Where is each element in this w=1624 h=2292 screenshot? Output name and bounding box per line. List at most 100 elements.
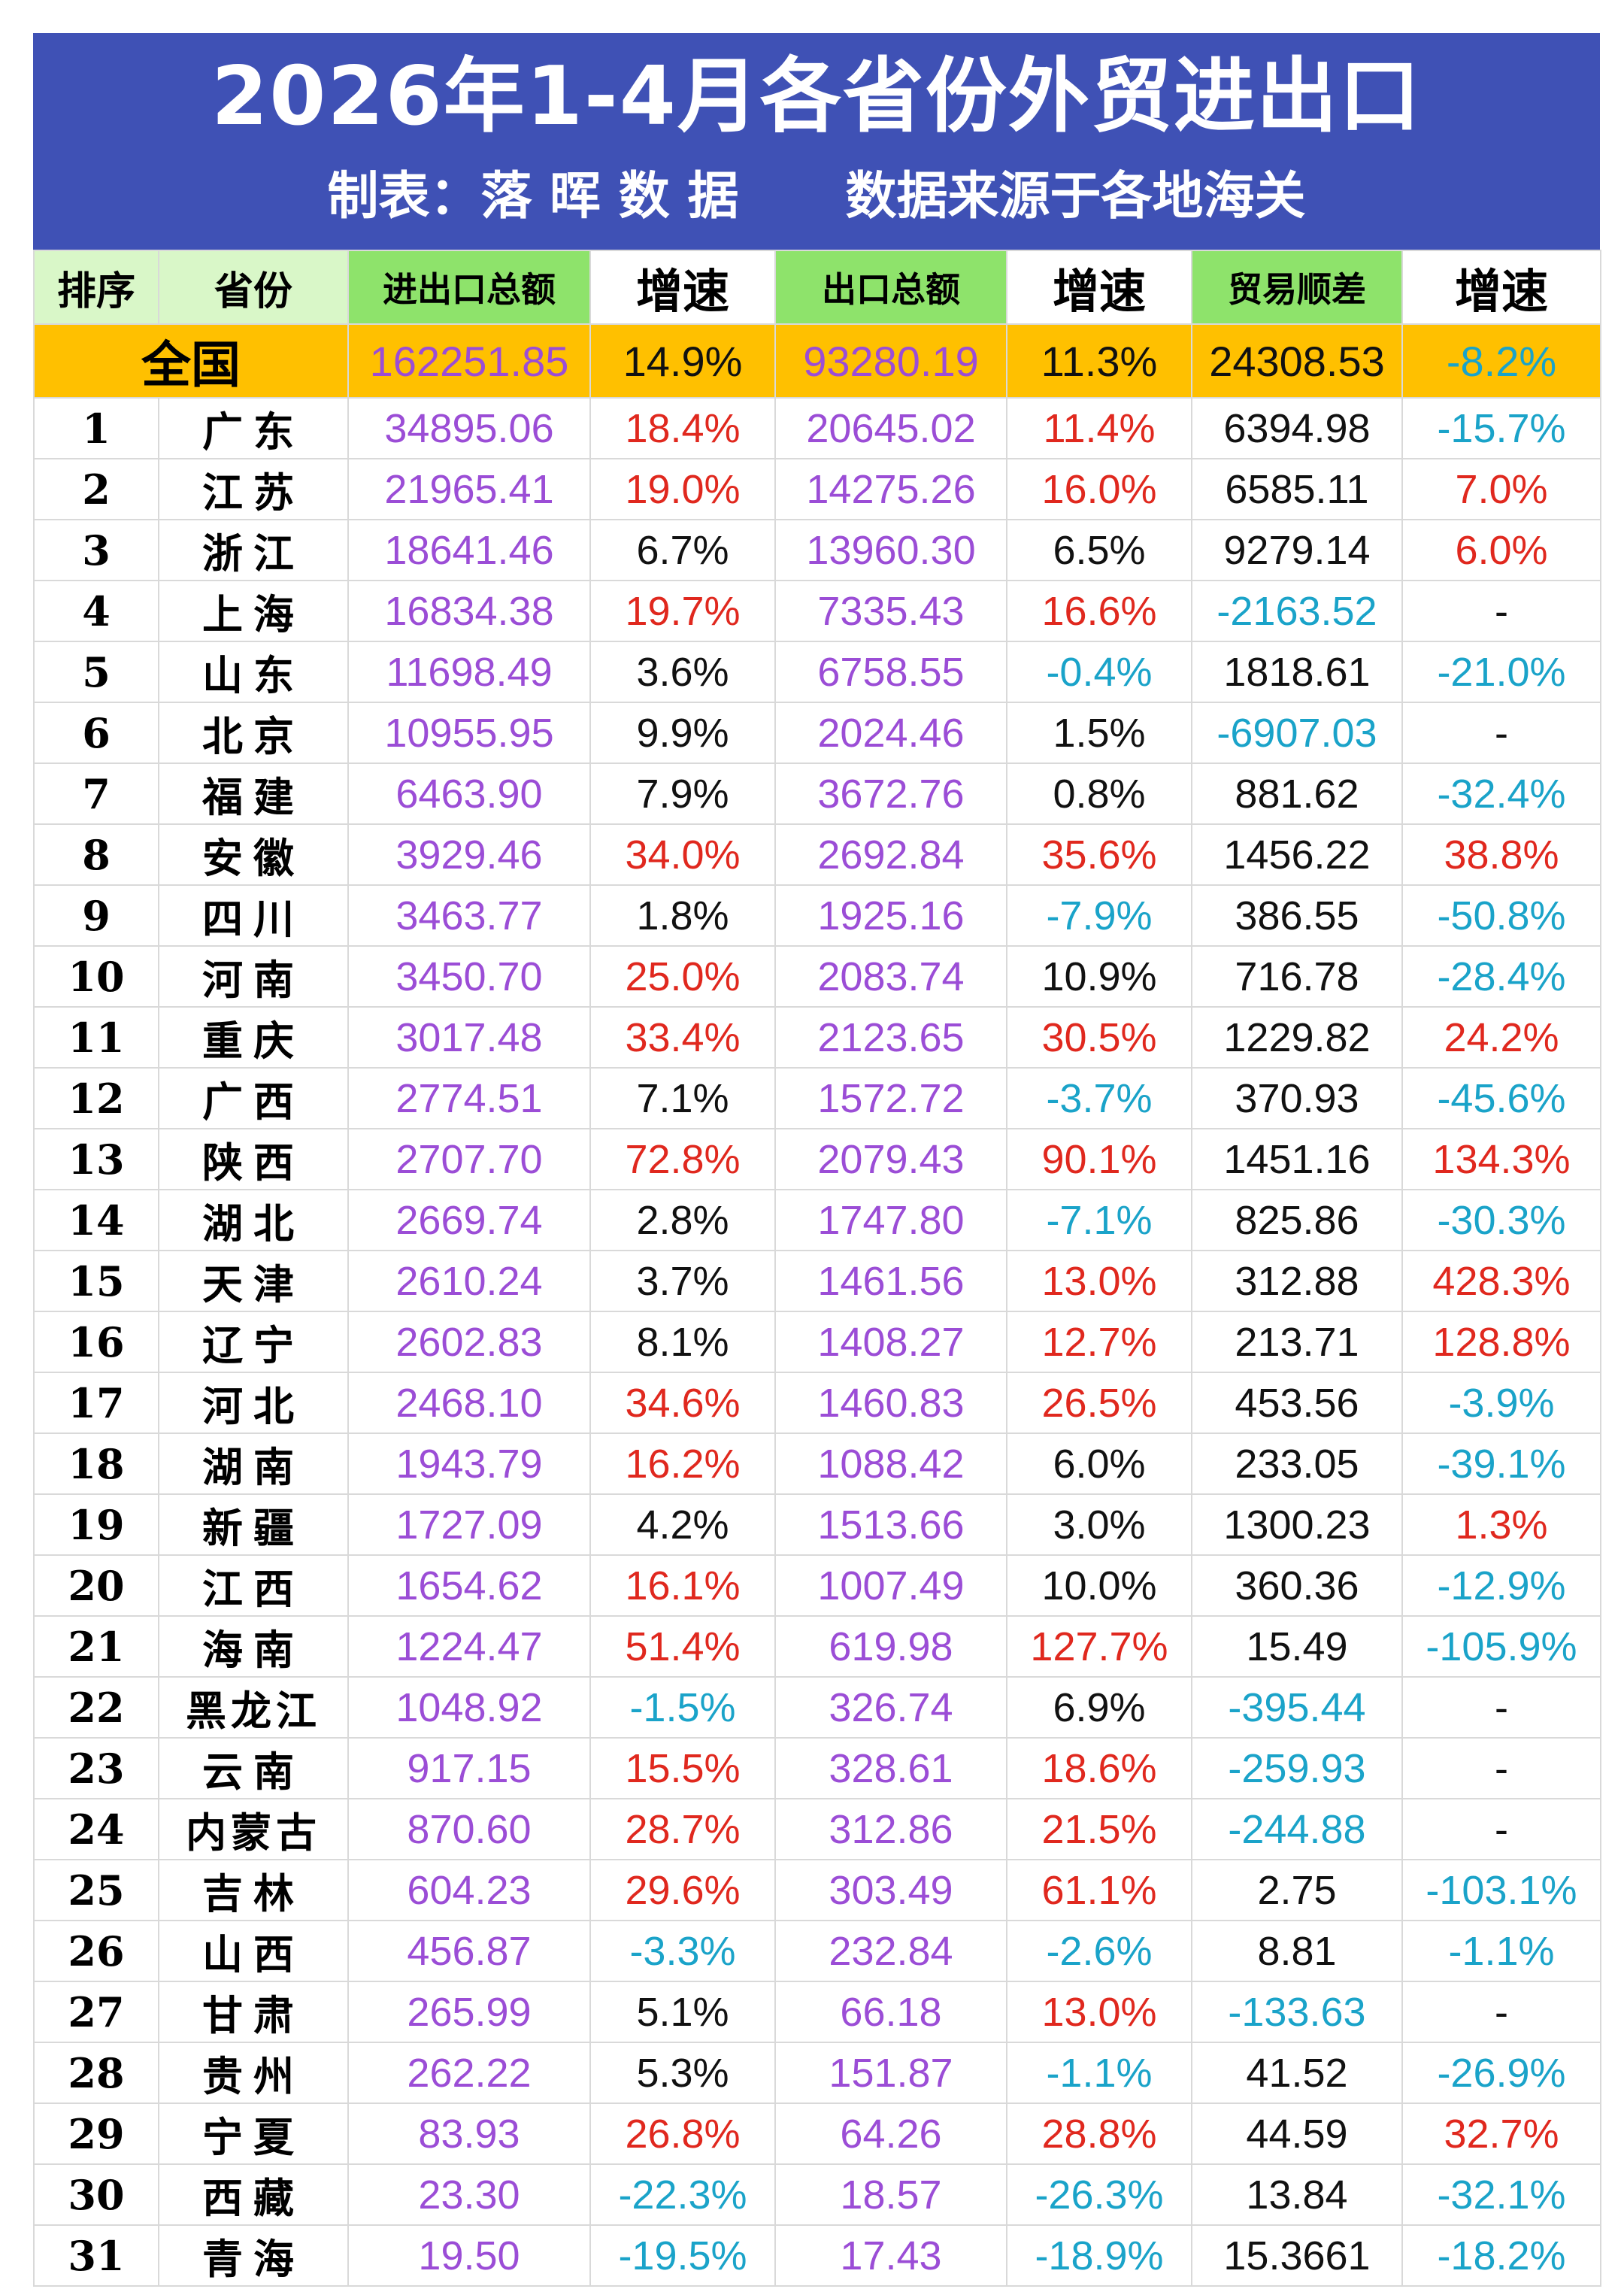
total-cell: 16834.38: [347, 580, 591, 642]
table-row: 9 四川 3463.77 1.8% 1925.16 -7.9% 386.55 -50.8%: [33, 884, 1601, 947]
province-cell: 西藏: [158, 2163, 349, 2226]
province-cell: 江苏: [158, 458, 349, 520]
province-cell: 云南: [158, 1737, 349, 1799]
growth-balance-cell: -: [1401, 702, 1601, 764]
growth-total-cell: 16.2%: [589, 1432, 776, 1495]
total-cell: 2707.70: [347, 1128, 591, 1190]
growth-total-cell: 29.6%: [589, 1859, 776, 1921]
table-row: 4 上海 16834.38 19.7% 7335.43 16.6% -2163.52-: [33, 580, 1601, 642]
rank-cell: 29: [33, 2103, 159, 2165]
growth-export-cell: 127.7%: [1006, 1615, 1192, 1678]
growth-export-cell: 26.5%: [1006, 1372, 1192, 1434]
balance-cell: 213.71: [1191, 1311, 1403, 1373]
growth-total-cell: 51.4%: [589, 1615, 776, 1678]
growth-export-cell: 30.5%: [1006, 1006, 1192, 1069]
growth-export-cell: 0.8%: [1006, 762, 1192, 825]
export-cell: 20645.02: [774, 397, 1007, 459]
export-cell: 1747.80: [774, 1189, 1007, 1251]
province-cell: 海南: [158, 1615, 349, 1678]
province-cell: 山东: [158, 641, 349, 703]
growth-balance-cell: -105.9%: [1401, 1615, 1601, 1678]
table-row: 3 浙江 18641.46 6.7% 13960.30 6.5% 9279.14 6.0%: [33, 519, 1601, 581]
balance-cell: 1456.22: [1191, 823, 1403, 886]
rank-cell: 8: [33, 823, 159, 886]
growth-total-cell: 19.0%: [589, 458, 776, 520]
growth-total-cell: 15.5%: [589, 1737, 776, 1799]
table-row: 26 山西 456.87 -3.3% 232.84 -2.6% 8.81 -1.1%: [33, 1920, 1601, 1982]
growth-export-cell: -7.9%: [1006, 884, 1192, 947]
total-cell: 3017.48: [347, 1006, 591, 1069]
table-row: 21 海南 1224.47 51.4% 619.98 127.7% 15.49 -105.9%: [33, 1615, 1601, 1678]
province-cell: 湖北: [158, 1189, 349, 1251]
growth-balance-cell: 24.2%: [1401, 1006, 1601, 1069]
table-row: 27 甘肃 265.99 5.1% 66.18 13.0% -133.63-: [33, 1981, 1601, 2043]
growth-total-cell: 33.4%: [589, 1006, 776, 1069]
province-cell: 安徽: [158, 823, 349, 886]
growth-balance-cell: -45.6%: [1401, 1067, 1601, 1129]
table-row: 25 吉林 604.23 29.6% 303.49 61.1% 2.75 -103.1%: [33, 1859, 1601, 1921]
growth-export-cell: -2.6%: [1006, 1920, 1192, 1982]
table-row: 7 福建 6463.90 7.9% 3672.76 0.8% 881.62 -32.4%: [33, 762, 1601, 825]
table-header-row: 排序 省份 进出口总额 增速 出口总额 增速 贸易顺差 增速: [33, 250, 1601, 325]
table-row: 28 贵州 262.22 5.3% 151.87 -1.1% 41.52 -26.9%: [33, 2042, 1601, 2104]
report-sheet: 2026年1-4月各省份外贸进出口 制表：落 晖 数 据 数据来源于各地海关 排…: [33, 33, 1601, 2287]
province-cell: 四川: [158, 884, 349, 947]
rank-cell: 11: [33, 1006, 159, 1069]
balance-cell: 881.62: [1191, 762, 1403, 825]
export-cell: 6758.55: [774, 641, 1007, 703]
rank-cell: 22: [33, 1676, 159, 1739]
export-cell: 312.86: [774, 1798, 1007, 1860]
export-cell: 151.87: [774, 2042, 1007, 2104]
export-cell: 232.84: [774, 1920, 1007, 1982]
growth-export-cell: -18.9%: [1006, 2224, 1192, 2287]
balance-cell: 825.86: [1191, 1189, 1403, 1251]
growth-export-cell: 13.0%: [1006, 1250, 1192, 1312]
growth-balance-cell: -30.3%: [1401, 1189, 1601, 1251]
table-row: 20 江西 1654.62 16.1% 1007.49 10.0% 360.36 -12.9%: [33, 1554, 1601, 1617]
growth-balance-cell: -32.4%: [1401, 762, 1601, 825]
growth-balance-cell: -15.7%: [1401, 397, 1601, 459]
table-row: 22 黑龙江 1048.92 -1.5% 326.74 6.9% -395.44-: [33, 1676, 1601, 1739]
national-row: 全国 162251.85 14.9% 93280.19 11.3% 24308.…: [33, 323, 1601, 399]
growth-export-cell: 6.9%: [1006, 1676, 1192, 1739]
balance-cell: -6907.03: [1191, 702, 1403, 764]
growth-balance-cell: -39.1%: [1401, 1432, 1601, 1495]
growth-export-cell: 13.0%: [1006, 1981, 1192, 2043]
total-cell: 604.23: [347, 1859, 591, 1921]
balance-cell: -2163.52: [1191, 580, 1403, 642]
total-cell: 18641.46: [347, 519, 591, 581]
table-row: 24 内蒙古 870.60 28.7% 312.86 21.5% -244.88-: [33, 1798, 1601, 1860]
export-cell: 66.18: [774, 1981, 1007, 2043]
growth-balance-cell: 6.0%: [1401, 519, 1601, 581]
province-cell: 河北: [158, 1372, 349, 1434]
export-cell: 2123.65: [774, 1006, 1007, 1069]
growth-total-cell: 4.2%: [589, 1493, 776, 1556]
growth-export-cell: -0.4%: [1006, 641, 1192, 703]
balance-cell: 6394.98: [1191, 397, 1403, 459]
balance-cell: 15.3661: [1191, 2224, 1403, 2287]
growth-export-cell: 3.0%: [1006, 1493, 1192, 1556]
balance-cell: -133.63: [1191, 1981, 1403, 2043]
total-cell: 34895.06: [347, 397, 591, 459]
table-row: 1 广东 34895.06 18.4% 20645.02 11.4% 6394.98 -15.…: [33, 397, 1601, 459]
header-rank: 排序: [33, 250, 159, 325]
growth-balance-cell: -: [1401, 580, 1601, 642]
growth-total-cell: 16.1%: [589, 1554, 776, 1617]
growth-balance-cell: -: [1401, 1737, 1601, 1799]
growth-balance-cell: -: [1401, 1676, 1601, 1739]
total-cell: 3929.46: [347, 823, 591, 886]
table-row: 19 新疆 1727.09 4.2% 1513.66 3.0% 1300.23 1.3%: [33, 1493, 1601, 1556]
export-cell: 328.61: [774, 1737, 1007, 1799]
growth-export-cell: -7.1%: [1006, 1189, 1192, 1251]
table-row: 30 西藏 23.30 -22.3% 18.57 -26.3% 13.84 -32.1%: [33, 2163, 1601, 2226]
growth-total-cell: 3.7%: [589, 1250, 776, 1312]
rank-cell: 21: [33, 1615, 159, 1678]
balance-cell: -259.93: [1191, 1737, 1403, 1799]
balance-cell: 6585.11: [1191, 458, 1403, 520]
national-name: 全国: [33, 323, 349, 399]
growth-total-cell: 26.8%: [589, 2103, 776, 2165]
header-growth-export: 增速: [1006, 250, 1192, 325]
growth-balance-cell: 7.0%: [1401, 458, 1601, 520]
province-cell: 浙江: [158, 519, 349, 581]
balance-cell: -395.44: [1191, 1676, 1403, 1739]
